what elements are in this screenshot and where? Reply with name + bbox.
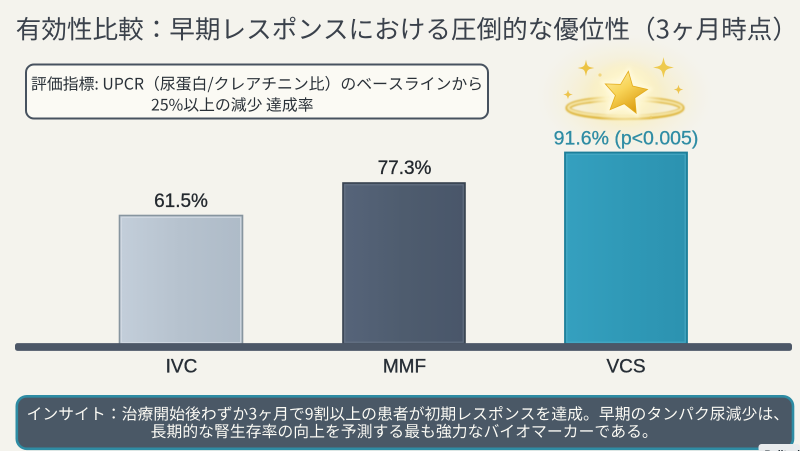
svg-text:61.5%: 61.5% (154, 191, 208, 212)
svg-text:77.3%: 77.3% (378, 158, 432, 179)
svg-text:91.6% (p<0.005): 91.6% (p<0.005) (554, 128, 699, 150)
svg-text:IVC: IVC (166, 357, 198, 378)
svg-text:Built wit: Built wit (765, 450, 800, 451)
svg-text:VCS: VCS (606, 357, 645, 378)
svg-text:MMF: MMF (383, 357, 426, 378)
